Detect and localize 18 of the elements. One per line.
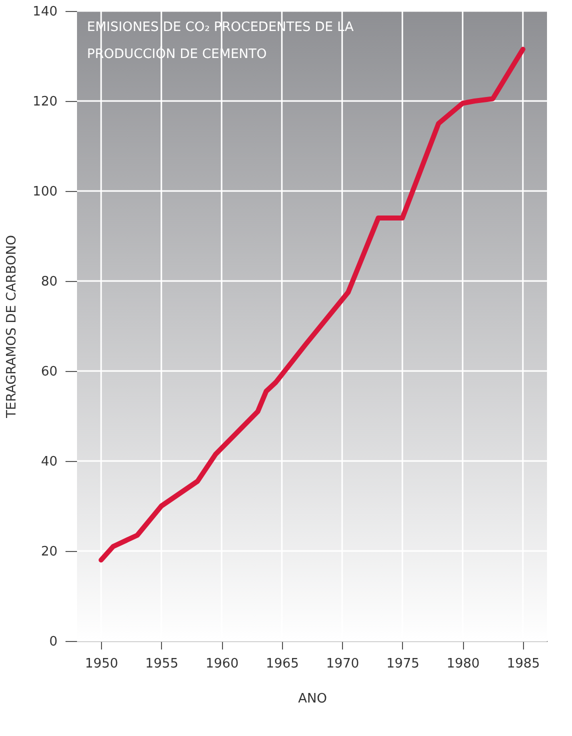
y-axis-title: TERAGRAMOS DE CARBONO: [4, 235, 20, 419]
x-axis-title: ANO: [298, 692, 327, 706]
x-tick-label: 1965: [266, 656, 299, 672]
y-tick-label: 0: [49, 634, 58, 650]
x-tick-label: 1955: [145, 656, 178, 672]
y-tick-label: 120: [32, 94, 58, 110]
x-tick-label: 1970: [326, 656, 360, 672]
y-tick-label: 80: [40, 274, 58, 290]
x-tick-label: 1980: [446, 656, 480, 672]
y-tick-label: 60: [40, 364, 58, 380]
y-tick-label: 140: [32, 4, 58, 20]
x-tick-label: 1950: [85, 656, 118, 672]
x-tick-label: 1960: [206, 656, 239, 672]
y-tick-label: 40: [40, 454, 58, 470]
y-tick-label: 100: [32, 184, 58, 200]
x-tick-label: 1975: [386, 656, 420, 672]
x-tick-label: 1985: [506, 656, 540, 672]
y-tick-label: 20: [40, 544, 58, 560]
